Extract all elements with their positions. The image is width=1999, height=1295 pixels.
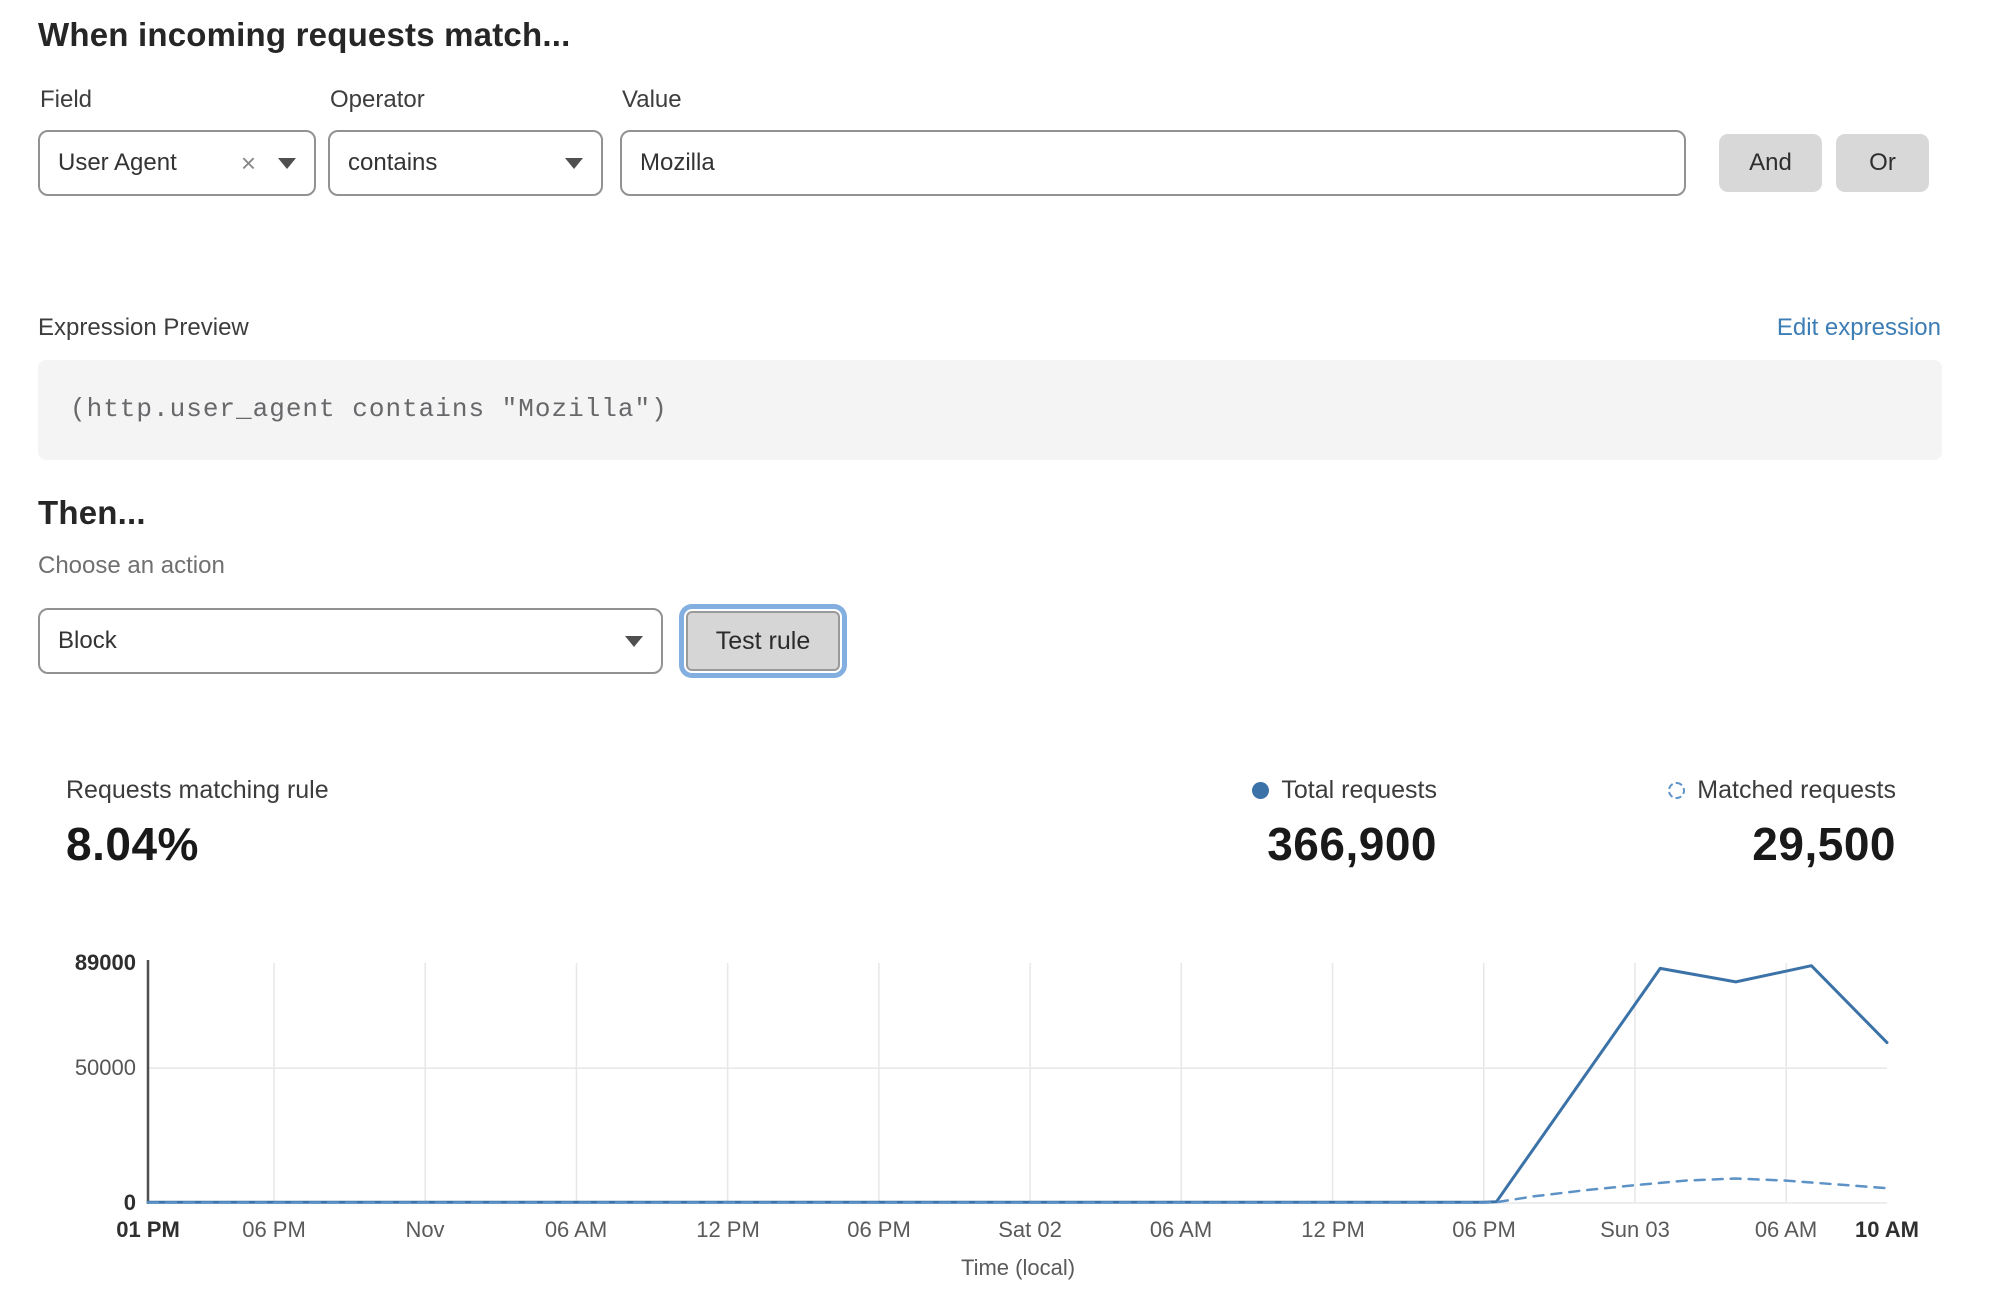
total-requests-label: Total requests xyxy=(1281,776,1437,804)
x-tick-label: Nov xyxy=(405,1217,445,1242)
field-label: Field xyxy=(40,86,93,113)
x-tick-label: 10 AM xyxy=(1855,1217,1919,1242)
requests-matching-label: Requests matching rule xyxy=(66,776,329,804)
matched-requests-value: 29,500 xyxy=(1752,818,1896,870)
total-requests-dot-icon xyxy=(1252,782,1270,799)
y-tick-label: 0 xyxy=(123,1190,136,1215)
matched-requests-stat: Matched requests 29,500 xyxy=(1668,776,1896,871)
series-line-dashed xyxy=(146,1177,1889,1204)
total-requests-stat: Total requests 366,900 xyxy=(1252,776,1437,871)
x-tick-label: Sun 03 xyxy=(1600,1217,1670,1242)
clear-field-icon[interactable]: × xyxy=(240,148,256,178)
x-tick-label: 12 PM xyxy=(696,1217,760,1242)
test-rule-button[interactable]: Test rule xyxy=(686,611,840,671)
expression-code: (http.user_agent contains "Mozilla") xyxy=(70,394,668,424)
or-button[interactable]: Or xyxy=(1836,134,1929,192)
x-tick-label: 06 PM xyxy=(242,1217,306,1242)
x-tick-label: Sat 02 xyxy=(998,1217,1062,1242)
field-select-value: User Agent xyxy=(58,149,177,176)
x-tick-label: 06 AM xyxy=(1149,1217,1213,1242)
edit-expression-link[interactable]: Edit expression xyxy=(1776,314,1941,341)
x-tick-label: 06 AM xyxy=(544,1217,608,1242)
y-tick-label: 89000 xyxy=(74,950,136,975)
choose-action-label: Choose an action xyxy=(38,552,225,579)
requests-matching-value: 8.04% xyxy=(66,818,199,870)
x-tick-label: 06 AM xyxy=(1754,1217,1818,1242)
value-input[interactable] xyxy=(620,130,1686,196)
requests-matching-stat: Requests matching rule 8.04% xyxy=(66,776,329,871)
chevron-down-icon xyxy=(625,635,643,647)
x-tick-label: 06 PM xyxy=(1452,1217,1516,1242)
operator-select-value: contains xyxy=(348,149,438,176)
x-tick-label: 12 PM xyxy=(1301,1217,1365,1242)
chevron-down-icon xyxy=(278,157,296,169)
operator-select[interactable]: contains xyxy=(328,130,603,196)
x-tick-label: 06 PM xyxy=(847,1217,911,1242)
then-title: Then... xyxy=(38,494,146,531)
action-select-value: Block xyxy=(58,627,117,654)
and-button[interactable]: And xyxy=(1719,134,1822,192)
series-line-solid xyxy=(146,964,1889,1204)
value-label: Value xyxy=(622,86,682,113)
expression-preview-label: Expression Preview xyxy=(38,314,249,341)
expression-code-box: (http.user_agent contains "Mozilla") xyxy=(38,360,1942,460)
matched-requests-circle-icon xyxy=(1668,782,1686,799)
action-select[interactable]: Block xyxy=(38,608,663,674)
field-select[interactable]: User Agent × xyxy=(38,130,316,196)
y-tick-label: 50000 xyxy=(74,1055,136,1080)
operator-label: Operator xyxy=(330,86,425,113)
matched-requests-label: Matched requests xyxy=(1697,776,1896,804)
chevron-down-icon xyxy=(565,157,583,169)
x-axis-title: Time (local) xyxy=(960,1255,1076,1280)
total-requests-value: 366,900 xyxy=(1267,818,1437,870)
x-tick-label: 01 PM xyxy=(116,1217,180,1242)
page-title: When incoming requests match... xyxy=(38,16,571,53)
